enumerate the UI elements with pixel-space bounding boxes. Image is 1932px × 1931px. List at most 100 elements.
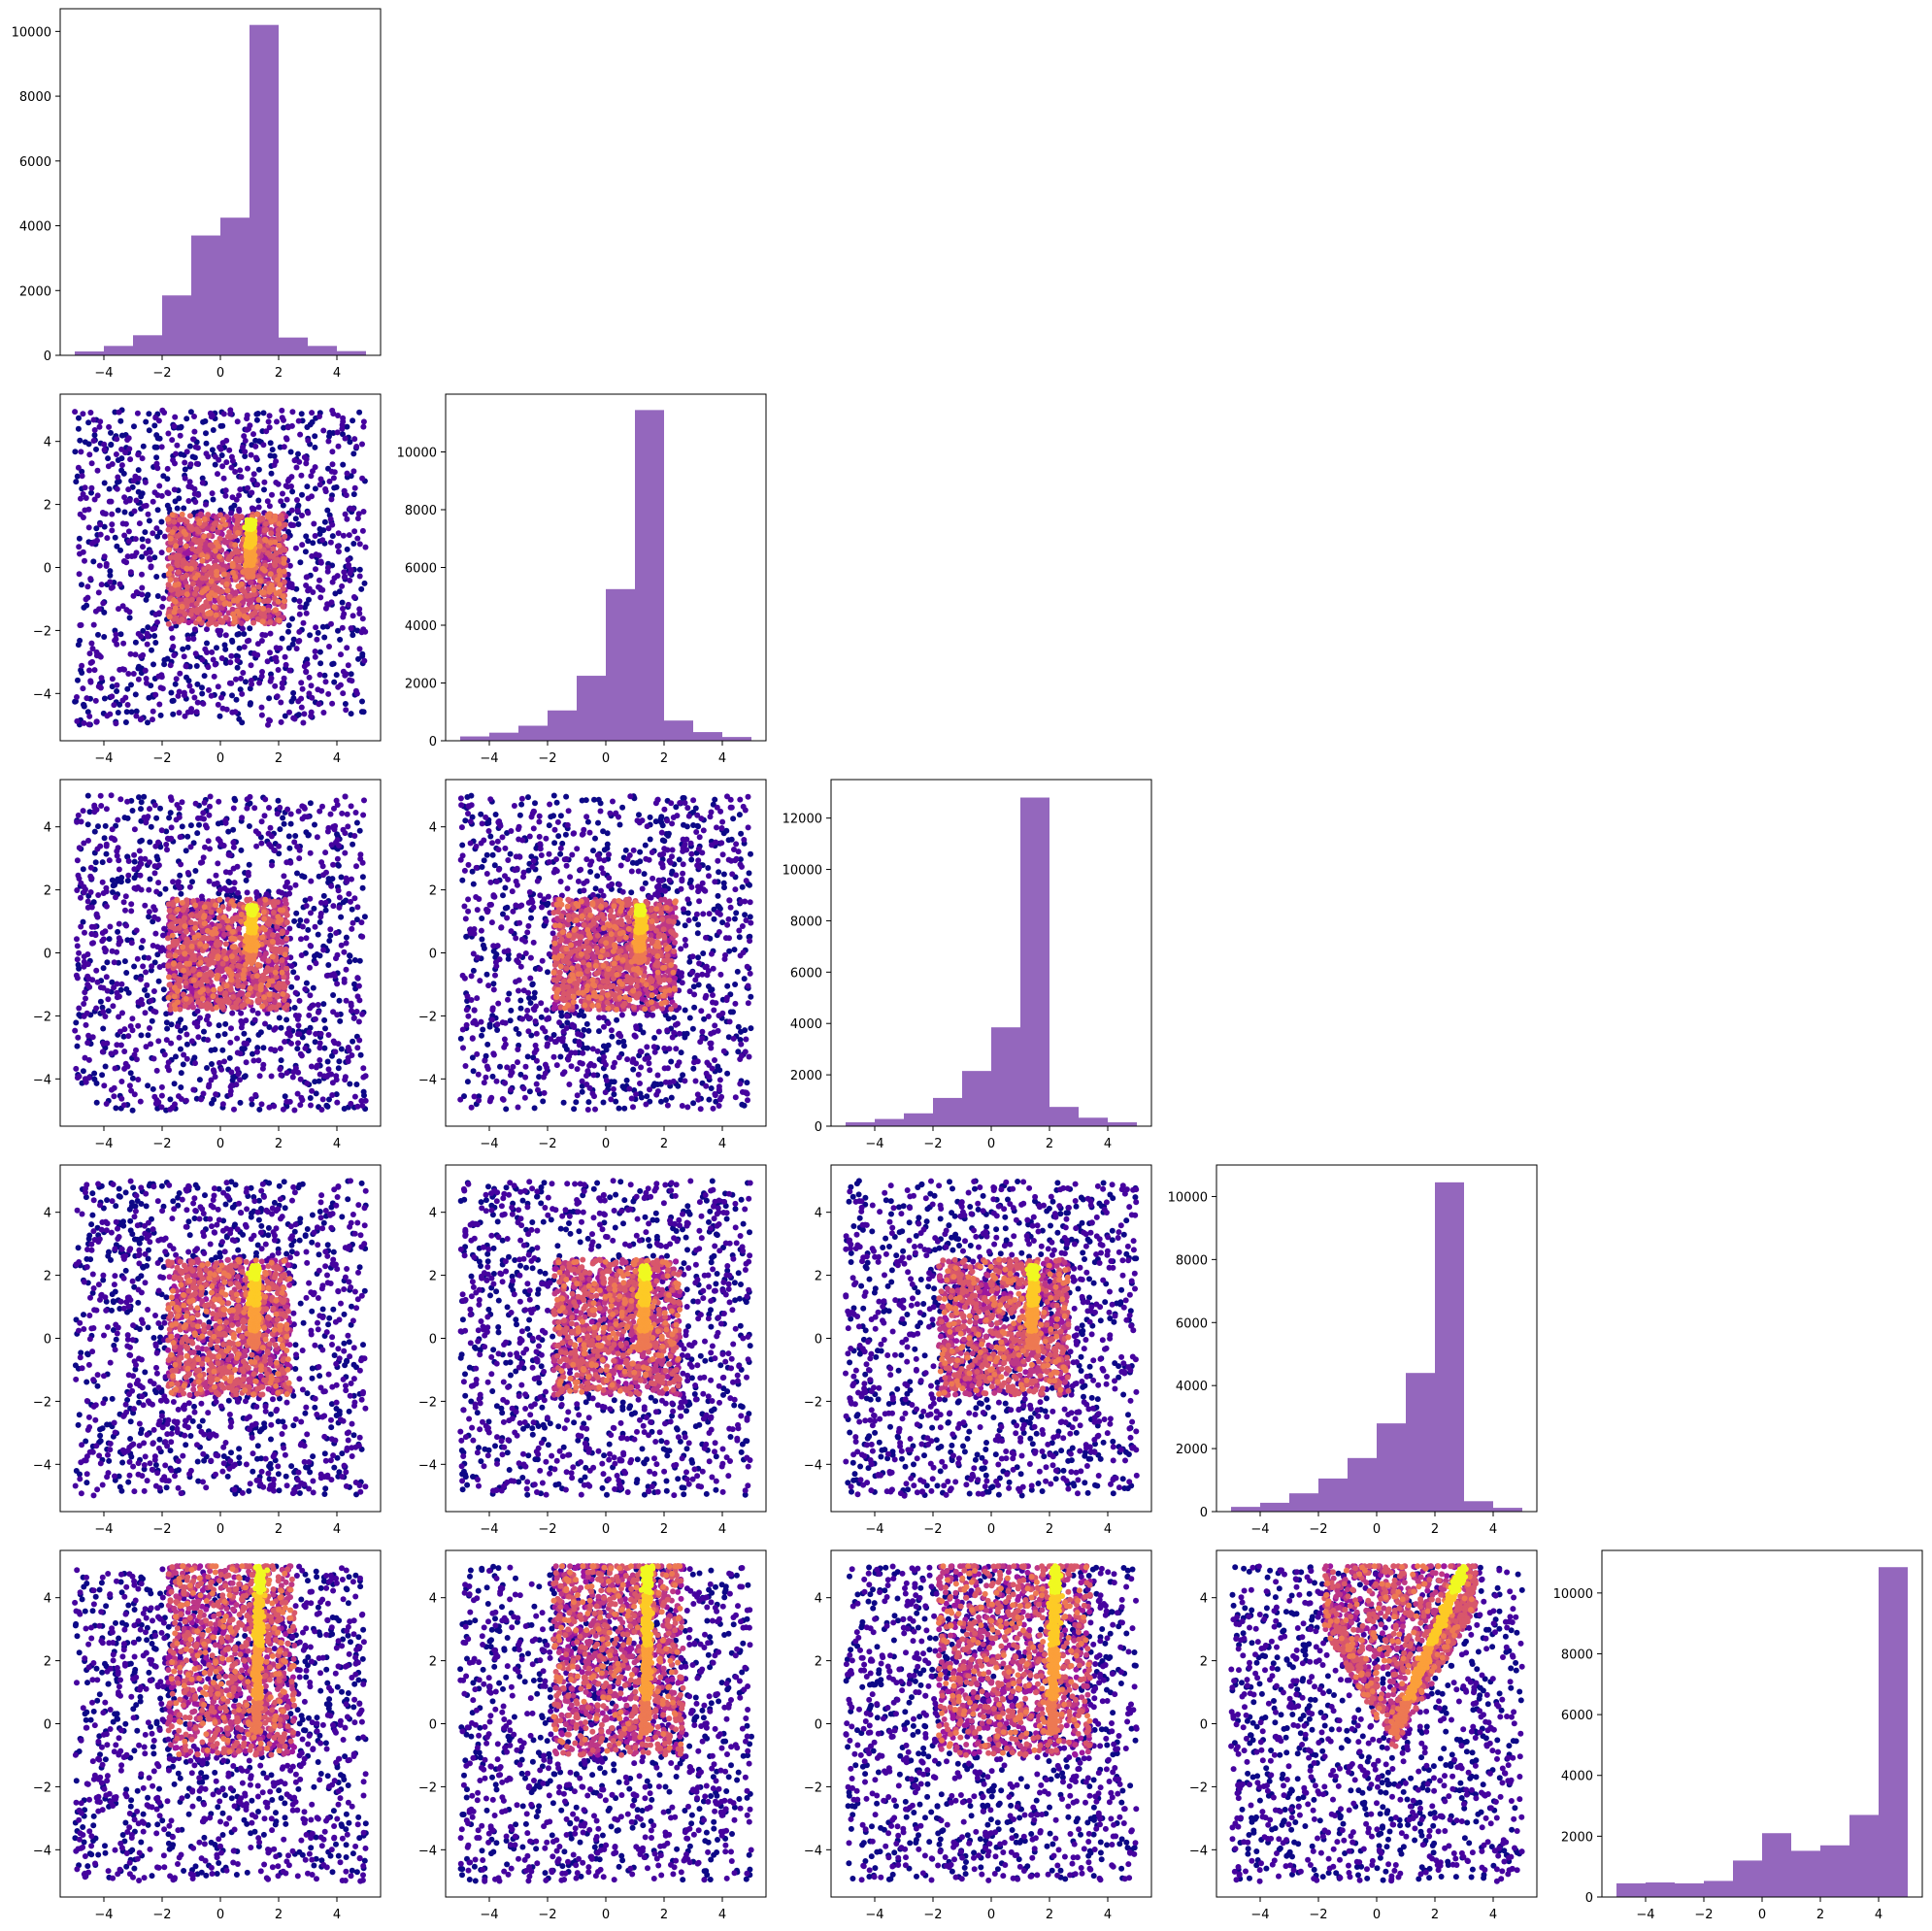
- scatter-point: [312, 485, 318, 492]
- scatter-point: [279, 635, 285, 642]
- histogram-ytick-label: 10000: [783, 864, 822, 879]
- scatter-point: [230, 569, 236, 576]
- scatter-point: [324, 564, 331, 571]
- histogram-bar: [548, 710, 577, 741]
- scatter-point: [199, 589, 206, 596]
- scatter-point: [151, 633, 158, 639]
- scatter-point: [277, 582, 283, 588]
- histogram-ytick-label: 6000: [1561, 1709, 1593, 1723]
- scatter-point: [116, 1014, 122, 1020]
- scatter-point: [163, 828, 170, 835]
- scatter-point: [334, 1099, 341, 1106]
- scatter-point: [250, 471, 257, 478]
- scatter-point: [245, 484, 251, 491]
- scatter-point: [128, 1087, 135, 1094]
- scatter-point: [344, 811, 350, 817]
- scatter-point: [99, 859, 106, 866]
- scatter-point: [269, 491, 275, 498]
- scatter-point: [217, 886, 223, 893]
- scatter-point: [171, 486, 178, 493]
- scatter-point: [250, 477, 256, 483]
- scatter-point: [341, 1106, 348, 1112]
- scatter-point: [150, 1085, 156, 1092]
- scatter-point: [295, 417, 302, 424]
- scatter-point: [132, 536, 139, 543]
- scatter-point: [208, 1047, 215, 1053]
- scatter-point: [356, 957, 363, 964]
- scatter-point: [304, 814, 311, 820]
- scatter-point: [220, 475, 227, 482]
- scatter-point: [133, 708, 140, 715]
- scatter-point: [181, 653, 187, 660]
- scatter-point: [212, 661, 218, 668]
- scatter-point: [75, 677, 81, 683]
- scatter-point: [294, 497, 300, 503]
- scatter-point: [313, 960, 319, 967]
- scatter-point: [344, 879, 350, 885]
- scatter-point: [254, 604, 261, 610]
- scatter-point: [283, 1070, 290, 1077]
- scatter-point: [283, 661, 289, 668]
- scatter-point: [150, 918, 156, 925]
- scatter-point: [211, 564, 217, 571]
- scatter-point: [234, 664, 241, 671]
- scatter-point: [321, 1073, 328, 1080]
- scatter-point: [215, 471, 220, 478]
- scatter-point: [135, 1022, 142, 1029]
- scatter-point: [102, 1014, 109, 1019]
- scatter-point: [158, 1092, 165, 1099]
- scatter-point: [298, 1094, 305, 1101]
- scatter-point: [307, 800, 314, 807]
- scatter-point: [149, 963, 155, 970]
- scatter-point: [105, 996, 112, 1003]
- histogram-ytick-label: 10000: [1553, 1587, 1593, 1602]
- scatter-point: [351, 484, 358, 491]
- scatter-point: [351, 895, 358, 902]
- scatter-point: [158, 827, 165, 834]
- scatter-point: [306, 832, 312, 838]
- scatter-point: [91, 1076, 98, 1082]
- scatter-point: [312, 533, 318, 539]
- scatter-point: [331, 679, 338, 685]
- scatter-point: [182, 466, 188, 473]
- scatter-point: [109, 948, 116, 954]
- histogram-ytick-label: 2000: [1176, 1443, 1208, 1457]
- scatter-point: [335, 1041, 342, 1048]
- scatter-point: [132, 651, 139, 658]
- scatter-point: [99, 1072, 106, 1079]
- scatter-point: [81, 701, 86, 708]
- scatter-point: [108, 429, 114, 436]
- scatter-point: [180, 646, 186, 652]
- scatter-point: [177, 670, 183, 677]
- scatter-point: [199, 607, 206, 614]
- scatter-point: [315, 629, 321, 636]
- scatter-point: [237, 686, 244, 693]
- scatter-point: [109, 676, 116, 683]
- scatter-point: [146, 694, 152, 701]
- scatter-point: [101, 447, 108, 453]
- scatter-point: [329, 461, 336, 468]
- scatter-point: [137, 1098, 144, 1105]
- scatter-point: [351, 957, 358, 963]
- scatter-point: [325, 1066, 332, 1073]
- scatter-point: [108, 442, 115, 449]
- scatter-point: [164, 465, 171, 472]
- scatter-point: [185, 498, 192, 504]
- scatter-point: [248, 451, 254, 458]
- scatter-point: [90, 558, 97, 565]
- scatter-point: [75, 1034, 82, 1041]
- scatter-point: [302, 897, 309, 904]
- scatter-point: [335, 887, 342, 894]
- scatter-point: [91, 1070, 98, 1077]
- scatter-point: [333, 955, 339, 962]
- scatter-point: [332, 590, 339, 597]
- scatter-point: [328, 882, 335, 889]
- scatter-point: [244, 805, 250, 812]
- scatter-point: [273, 658, 280, 665]
- scatter-point: [248, 662, 254, 669]
- scatter-point: [290, 1069, 297, 1076]
- histogram-bar: [1079, 1117, 1108, 1126]
- scatter-point: [303, 533, 310, 540]
- scatter-point: [202, 844, 208, 850]
- scatter-point: [255, 497, 262, 504]
